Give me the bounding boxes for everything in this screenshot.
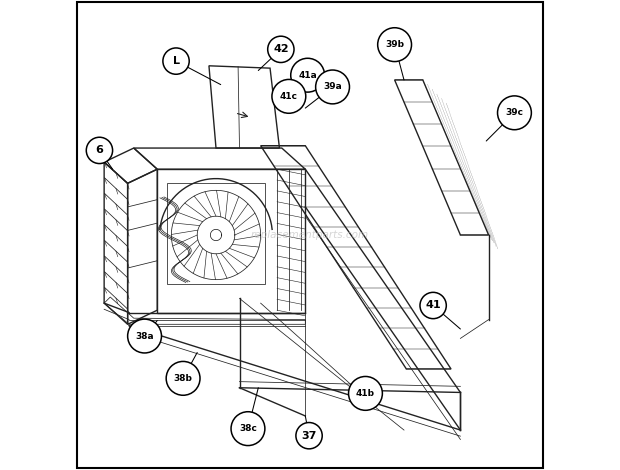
Text: 41: 41 <box>425 300 441 311</box>
Text: 41b: 41b <box>356 389 375 398</box>
Text: 37: 37 <box>301 431 317 441</box>
Circle shape <box>231 412 265 446</box>
Text: 41a: 41a <box>298 70 317 80</box>
Text: 38b: 38b <box>174 374 193 383</box>
Text: 6: 6 <box>95 145 104 156</box>
Text: replacementparts.com: replacementparts.com <box>251 230 369 240</box>
Circle shape <box>166 361 200 395</box>
Text: 38c: 38c <box>239 424 257 433</box>
Circle shape <box>497 96 531 130</box>
Circle shape <box>420 292 446 319</box>
Circle shape <box>378 28 412 62</box>
Circle shape <box>268 36 294 63</box>
Text: 39b: 39b <box>385 40 404 49</box>
Circle shape <box>296 423 322 449</box>
Text: 38a: 38a <box>135 331 154 341</box>
Circle shape <box>272 79 306 113</box>
Circle shape <box>316 70 350 104</box>
Circle shape <box>348 376 383 410</box>
Text: L: L <box>172 56 180 66</box>
Circle shape <box>86 137 113 164</box>
Circle shape <box>128 319 161 353</box>
Text: 42: 42 <box>273 44 289 55</box>
Text: 41c: 41c <box>280 92 298 101</box>
Circle shape <box>163 48 189 74</box>
Circle shape <box>291 58 325 92</box>
Text: 39c: 39c <box>505 108 523 118</box>
Text: 39a: 39a <box>323 82 342 92</box>
